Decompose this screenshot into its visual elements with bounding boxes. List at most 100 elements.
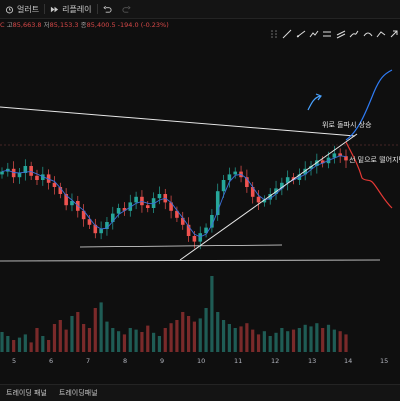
volume-bar <box>82 324 86 352</box>
candle-body <box>0 171 4 175</box>
candle-body <box>309 166 313 169</box>
x-tick-label: 15 <box>380 357 389 365</box>
trading-panel-tab[interactable]: 트레이딩 패널 <box>6 389 47 397</box>
volume-bar <box>186 316 191 352</box>
redo-button[interactable] <box>117 0 136 18</box>
volume-bar <box>0 332 4 352</box>
volume-bar <box>93 308 97 352</box>
volume-bar <box>221 320 226 352</box>
ohlc-close-value: 85,400.5 <box>86 21 116 29</box>
bottom-panel-bar: 트레이딩 패널 트레이딩패널 <box>0 384 400 401</box>
candle-body <box>169 202 173 211</box>
candle-body <box>192 236 197 242</box>
candle-body <box>58 187 63 194</box>
candle-body <box>46 174 51 183</box>
candle-body <box>262 199 267 203</box>
curve-tool-icon[interactable] <box>362 28 373 40</box>
candle-body <box>145 205 150 208</box>
volume-bar <box>169 323 173 352</box>
candle-body <box>122 208 127 211</box>
brush-tool-icon[interactable] <box>348 28 359 40</box>
up-arrow-head <box>315 93 322 101</box>
volume-bar <box>181 312 185 352</box>
ohlc-high-value: 85,663.8 <box>12 21 42 29</box>
alarm-clock-icon <box>5 5 14 13</box>
x-tick-label: 5 <box>12 357 17 365</box>
volume-bar <box>309 326 313 352</box>
ohlc-close-prefix: C <box>0 21 5 29</box>
candle-body <box>180 217 185 225</box>
support-line <box>79 244 283 248</box>
volume-bar <box>256 334 261 352</box>
ascending-trendline <box>179 133 358 261</box>
volume-bar <box>64 329 68 352</box>
candle-body <box>186 224 191 236</box>
trading-panel-tab-secondary[interactable]: 트레이딩패널 <box>58 389 98 397</box>
drag-handle-icon[interactable] <box>268 28 279 40</box>
volume-bar <box>321 328 325 352</box>
descending-trendline <box>0 106 356 137</box>
volume-bar <box>216 312 220 352</box>
volume-bar <box>35 328 39 352</box>
volume-bar <box>151 332 156 352</box>
volume-bar <box>105 321 109 352</box>
x-tick-label: 11 <box>234 357 243 365</box>
volume-bar <box>192 321 197 352</box>
up-arrow-mark <box>307 95 321 111</box>
price-chart[interactable] <box>0 32 400 352</box>
candle-body <box>17 173 22 178</box>
volume-bar <box>122 334 127 352</box>
volume-bar <box>117 331 121 352</box>
x-tick-label: 8 <box>123 357 128 365</box>
candle-body <box>221 180 226 192</box>
volume-bar <box>70 316 74 352</box>
volume-bar <box>210 276 214 352</box>
candle-body <box>99 229 103 234</box>
volume-bar <box>58 320 62 352</box>
volume-bar <box>23 334 27 352</box>
volume-bar <box>175 320 179 352</box>
x-tick-label: 9 <box>160 357 165 365</box>
time-axis[interactable]: 5 6 7 8 9 10 11 12 13 14 15 <box>0 352 400 372</box>
volume-bar <box>227 324 231 352</box>
candle-body <box>151 198 156 208</box>
volume-bar <box>286 331 290 352</box>
ray-tool-icon[interactable] <box>295 28 306 40</box>
volume-bar <box>332 329 336 352</box>
path-tool-icon[interactable] <box>308 28 319 40</box>
fib-tool-icon[interactable] <box>375 28 386 40</box>
volume-bar <box>303 324 307 352</box>
volume-bar <box>41 336 45 352</box>
undo-button[interactable] <box>98 0 117 18</box>
candle-body <box>70 201 74 206</box>
redo-icon <box>122 5 131 13</box>
ohlc-readout: C 고85,663.8 저85,153.3 종85,400.5 -194.0 (… <box>0 19 169 31</box>
volume-bar <box>163 328 167 352</box>
candle-body <box>134 196 138 203</box>
channel-tool-icon[interactable] <box>335 28 346 40</box>
ohlc-change-value: -194.0 (-0.23%) <box>117 21 169 29</box>
candle-body <box>23 166 28 173</box>
arrow-up-tool-icon[interactable] <box>389 28 400 40</box>
volume-bar <box>52 324 57 352</box>
candle-body <box>332 153 337 158</box>
volume-bar <box>87 328 92 352</box>
volume-bar <box>29 342 33 352</box>
volume-bar <box>326 324 331 352</box>
trend-line-tool-icon[interactable] <box>281 28 292 40</box>
volume-bar <box>76 312 80 352</box>
x-tick-label: 6 <box>49 357 54 365</box>
volume-bar <box>47 340 51 352</box>
candle-body <box>52 182 57 187</box>
candle-body <box>227 174 232 180</box>
candle-body <box>280 182 284 189</box>
volume-bar <box>146 325 150 352</box>
top-toolbar: 얼러트 리플레이 <box>0 0 400 19</box>
alert-button[interactable]: 얼러트 <box>0 0 44 18</box>
candle-body <box>320 160 325 164</box>
replay-button[interactable]: 리플레이 <box>45 0 96 18</box>
ohlc-low-value: 85,153.3 <box>49 21 79 29</box>
volume-bar <box>245 323 249 352</box>
horizontal-line-tool-icon[interactable] <box>322 28 333 40</box>
candle-body <box>303 168 307 175</box>
